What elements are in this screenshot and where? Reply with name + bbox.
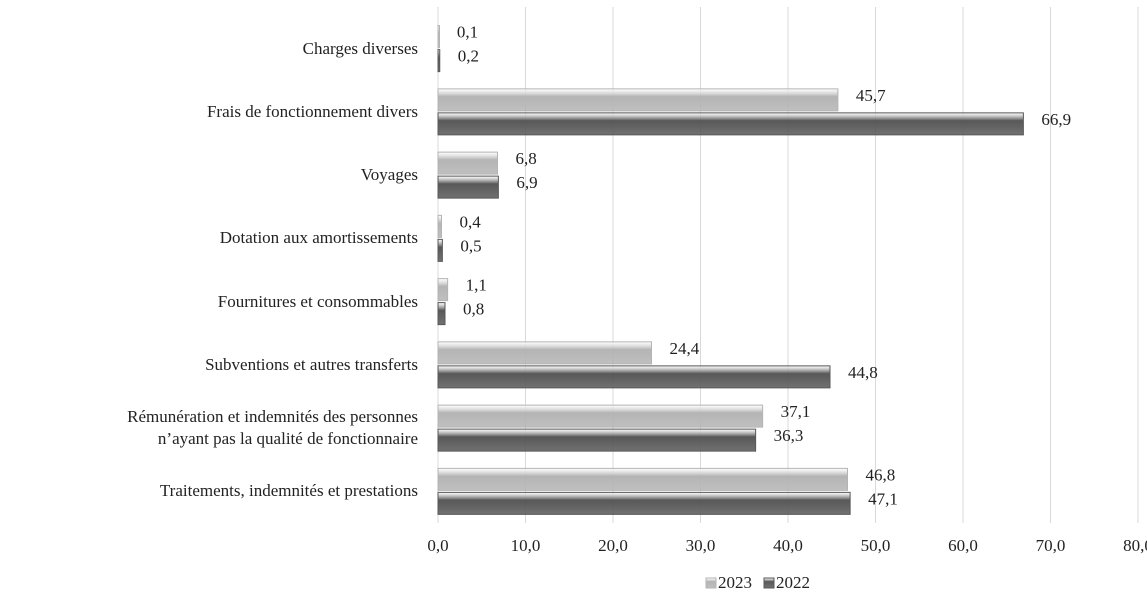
bar xyxy=(437,49,441,73)
bar xyxy=(437,491,851,515)
x-tick-label: 20,0 xyxy=(598,536,628,555)
y-tick-label: Traitements, indemnités et prestations xyxy=(159,481,418,501)
bar xyxy=(437,302,446,326)
data-label: 44,8 xyxy=(848,363,878,382)
x-tick-label: 70,0 xyxy=(1036,536,1066,555)
data-label: 0,2 xyxy=(458,47,479,66)
data-label: 46,8 xyxy=(866,465,896,484)
x-tick-label: 30,0 xyxy=(686,536,716,555)
data-label: 24,4 xyxy=(670,339,700,358)
data-label: 1,1 xyxy=(466,276,487,295)
y-tick-label: Charges diverses xyxy=(302,38,418,58)
y-tick-label: Dotation aux amortissements xyxy=(219,228,418,248)
x-tick-label: 60,0 xyxy=(948,536,978,555)
y-tick-label: Subventions et autres transferts xyxy=(205,354,418,374)
legend-label: 2022 xyxy=(776,573,810,592)
data-label: 45,7 xyxy=(856,86,886,105)
legend-label: 2023 xyxy=(718,573,752,592)
bar xyxy=(437,238,443,262)
data-label: 37,1 xyxy=(781,402,811,421)
bar xyxy=(437,467,848,491)
data-label: 6,8 xyxy=(516,149,537,168)
y-tick-label: Frais de fonctionnement divers xyxy=(206,101,418,121)
data-label: 66,9 xyxy=(1041,110,1071,129)
x-tick-label: 40,0 xyxy=(773,536,803,555)
bar xyxy=(437,278,449,302)
x-tick-label: 10,0 xyxy=(511,536,541,555)
bar xyxy=(437,404,764,428)
bar xyxy=(437,214,442,238)
data-label: 36,3 xyxy=(774,426,804,445)
x-tick-label: 80,0 xyxy=(1123,536,1147,555)
bar xyxy=(437,365,831,389)
bar xyxy=(437,112,1024,136)
bar xyxy=(437,88,839,112)
data-label: 0,8 xyxy=(463,300,484,319)
data-label: 0,4 xyxy=(460,212,482,231)
data-label: 0,1 xyxy=(457,23,478,42)
bar xyxy=(437,341,652,365)
y-tick-label: Fournitures et consommables xyxy=(217,291,418,311)
data-label: 6,9 xyxy=(516,173,537,192)
bar xyxy=(437,25,440,49)
x-tick-label: 50,0 xyxy=(861,536,891,555)
data-label: 47,1 xyxy=(868,489,898,508)
y-tick-label: Voyages xyxy=(360,165,418,185)
y-tick-label: Rémunération et indemnités des personnes… xyxy=(127,407,418,449)
legend-swatch xyxy=(705,577,717,589)
x-tick-label: 0,0 xyxy=(427,536,448,555)
legend-swatch xyxy=(763,577,775,589)
bar xyxy=(437,428,757,452)
bar xyxy=(437,175,499,199)
bar xyxy=(437,151,498,175)
data-label: 0,5 xyxy=(460,236,481,255)
